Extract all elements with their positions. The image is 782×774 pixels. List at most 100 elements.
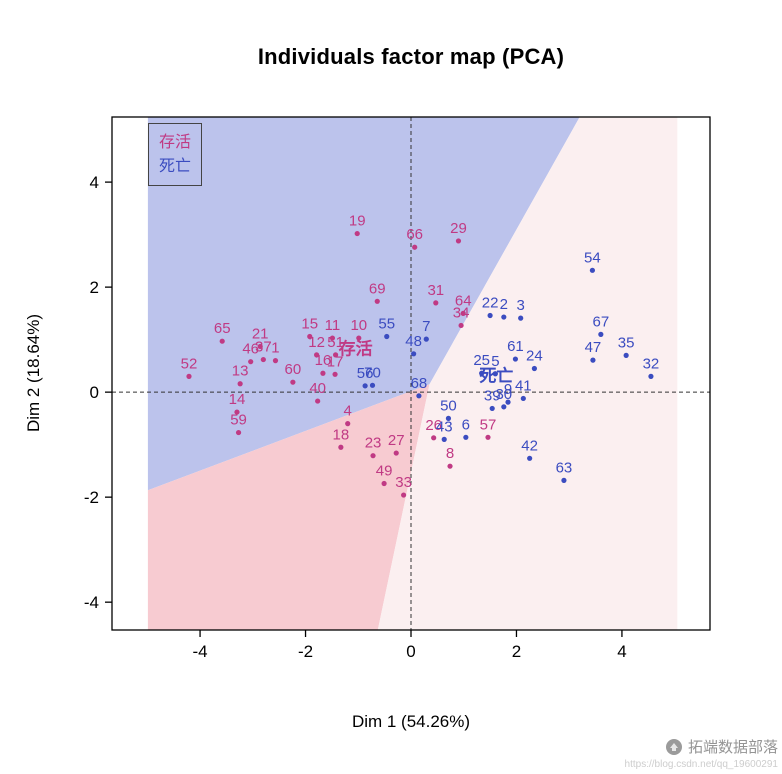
data-point-label: 3: [517, 297, 525, 314]
x-tick-label: -2: [298, 642, 313, 661]
data-point: [369, 382, 376, 388]
data-point: [320, 370, 326, 376]
data-point-label: 14: [229, 391, 246, 408]
data-point-label: 61: [507, 338, 524, 355]
data-point: [384, 333, 390, 340]
data-point: [260, 356, 266, 363]
data-point-label: 46: [242, 341, 259, 358]
y-tick-label: 2: [90, 278, 99, 297]
region-death-region-blue: [147, 117, 580, 491]
data-point-label: 5: [491, 353, 499, 370]
data-point: [186, 373, 192, 379]
data-point-label: 33: [395, 474, 412, 491]
data-point: [393, 450, 399, 456]
legend-item-survival: 存活: [159, 134, 192, 151]
data-point-label: 10: [350, 317, 367, 334]
data-point: [272, 358, 279, 364]
data-point-label: 35: [618, 334, 635, 351]
data-point: [458, 322, 464, 329]
data-point: [531, 365, 537, 372]
data-point-label: 63: [556, 459, 573, 476]
y-tick-label: -4: [84, 593, 99, 612]
data-point: [370, 453, 376, 459]
data-point: [590, 357, 596, 363]
data-point-label: 16: [315, 352, 332, 369]
centroid-label: 存活: [339, 338, 373, 358]
watermark-url: https://blog.csdn.net/qq_19600291: [624, 759, 778, 770]
data-point-label: 27: [388, 432, 405, 449]
watermark: 拓端数据部落 https://blog.csdn.net/qq_19600291: [625, 736, 778, 770]
data-point: [512, 356, 519, 362]
data-point-label: 56: [357, 365, 374, 382]
data-point: [235, 429, 242, 436]
data-point: [501, 404, 507, 410]
data-point: [463, 434, 469, 440]
data-point: [487, 312, 493, 319]
legend-item-death: 死亡: [159, 158, 192, 175]
data-point: [589, 267, 596, 273]
data-point-label: 25: [473, 352, 490, 369]
data-point: [492, 371, 498, 377]
data-point-label: 59: [230, 412, 247, 429]
data-point: [257, 343, 263, 350]
data-point-label: 55: [378, 315, 395, 332]
data-point: [431, 435, 437, 441]
data-point: [648, 373, 654, 379]
data-point-label: 66: [406, 226, 423, 243]
data-point-label: 60: [285, 361, 302, 378]
y-tick-label: 0: [90, 383, 99, 402]
data-point: [460, 310, 466, 316]
data-point: [290, 379, 296, 385]
data-point-label: 37: [255, 339, 272, 356]
y-tick-label: 4: [90, 173, 99, 192]
data-point-label: 6: [462, 416, 470, 433]
data-point-label: 1: [271, 340, 279, 357]
data-point: [248, 359, 254, 365]
data-point: [485, 434, 491, 440]
data-point: [362, 383, 368, 389]
data-point-label: 9: [504, 381, 512, 398]
data-point: [447, 463, 453, 469]
y-tick-label: -2: [84, 488, 99, 507]
data-point-label: 23: [365, 435, 382, 452]
chart-title: Individuals factor map (PCA): [257, 44, 565, 69]
data-point: [423, 336, 429, 342]
data-point-label: 8: [446, 445, 454, 462]
centroid-label: 死亡: [479, 366, 513, 386]
data-point: [307, 333, 313, 340]
data-point: [598, 331, 604, 337]
data-point: [505, 399, 511, 405]
data-point-label: 22: [482, 294, 499, 311]
data-point: [623, 352, 629, 358]
data-point: [234, 409, 240, 415]
data-point: [479, 370, 485, 376]
data-point-label: 70: [364, 364, 381, 381]
data-point-label: 4: [344, 403, 352, 420]
data-point-label: 65: [214, 320, 231, 337]
data-point-label: 26: [425, 417, 442, 434]
data-point: [445, 415, 452, 421]
data-point-label: 54: [584, 249, 601, 266]
data-point-label: 29: [450, 220, 467, 237]
data-point-label: 39: [484, 387, 501, 404]
data-point: [332, 352, 339, 358]
data-point-label: 68: [411, 375, 428, 392]
data-point-label: 2: [500, 296, 508, 313]
data-point: [356, 335, 362, 341]
data-point-label: 18: [333, 426, 350, 443]
data-point: [354, 230, 360, 237]
data-point: [416, 393, 422, 399]
data-point: [329, 335, 336, 341]
data-point-label: 67: [592, 313, 609, 330]
data-point-label: 40: [309, 380, 326, 397]
data-point: [489, 405, 495, 412]
data-point-label: 17: [327, 353, 344, 370]
region-pale-region-right: [377, 117, 678, 630]
data-point-label: 31: [427, 282, 444, 299]
x-axis-title: Dim 1 (54.26%): [351, 712, 471, 731]
data-point: [527, 455, 533, 461]
data-point-label: 12: [308, 334, 325, 351]
data-point: [332, 371, 338, 377]
